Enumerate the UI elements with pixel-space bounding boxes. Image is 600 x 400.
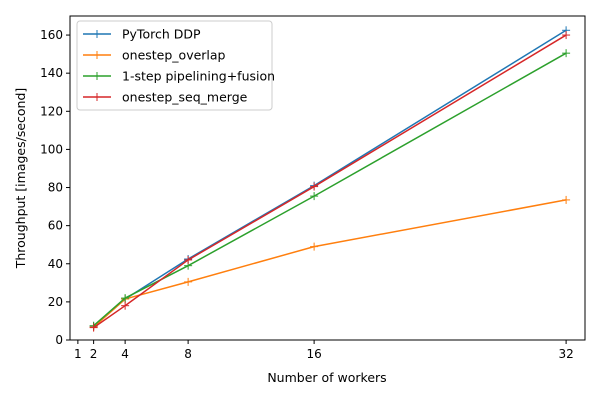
series-line-onestep-overlap [93,199,567,328]
x-tick-label: 16 [306,347,321,361]
data-point [184,277,193,286]
data-point [562,31,571,40]
legend-entry: PyTorch DDP [83,27,201,42]
data-point [121,294,130,303]
y-axis-label: Throughput [images/second] [13,88,28,270]
data-point [310,182,319,191]
y-tick-label: 0 [55,333,63,347]
y-tick-label: 160 [40,28,63,42]
data-point [310,192,319,201]
data-point [184,255,193,264]
y-tick-label: 120 [40,104,63,118]
y-tick-label: 20 [48,295,63,309]
legend-entry: onestep_seq_merge [83,90,248,105]
legend-label: onestep_overlap [122,48,226,63]
x-axis-ticks: 1 2 4 8 16 32 [74,340,574,361]
data-point [562,49,571,58]
legend-label: 1-step pipelining+fusion [122,69,275,84]
plot-series-group [89,26,571,332]
data-point [562,195,571,204]
x-axis-label: Number of workers [267,370,386,385]
y-tick-label: 40 [48,257,63,271]
y-tick-label: 80 [48,181,63,195]
legend: PyTorch DDP onestep_overlap 1-step pipelin… [76,20,275,111]
data-point [310,242,319,251]
y-tick-label: 100 [40,142,63,156]
x-tick-label: 4 [121,347,129,361]
legend-label: PyTorch DDP [122,27,201,42]
y-tick-label: 140 [40,66,63,80]
legend-entry: onestep_overlap [83,48,226,63]
data-point [121,301,130,310]
legend-frame [76,20,273,111]
data-point [89,323,98,332]
legend-label: onestep_seq_merge [122,90,248,105]
legend-entry: 1-step pipelining+fusion [83,69,275,84]
y-tick-label: 60 [48,219,63,233]
y-axis-ticks: 0 20 40 60 80 100 120 140 160 [40,28,70,347]
axes-frame [69,15,586,341]
x-tick-label: 8 [184,347,192,361]
x-tick-label: 1 [74,347,82,361]
x-tick-label: 2 [90,347,98,361]
x-tick-label: 32 [558,347,573,361]
